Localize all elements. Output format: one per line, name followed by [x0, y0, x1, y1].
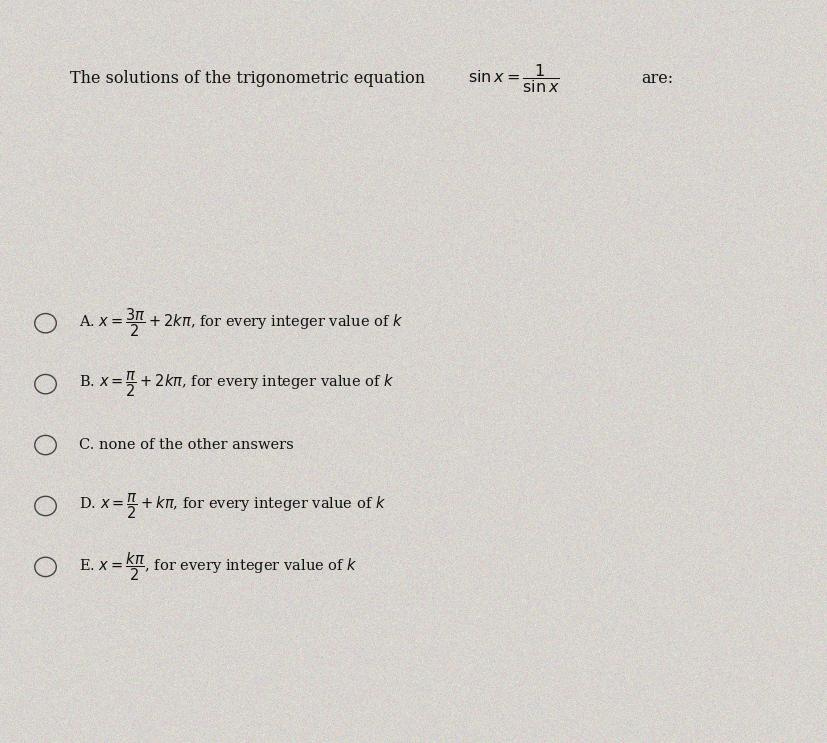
Text: A. $x = \dfrac{3\pi}{2} + 2k\pi$, for every integer value of $k$: A. $x = \dfrac{3\pi}{2} + 2k\pi$, for ev…: [79, 307, 402, 340]
Text: $\sin x = \dfrac{1}{\sin x}$: $\sin x = \dfrac{1}{\sin x}$: [467, 62, 559, 94]
Text: B. $x = \dfrac{\pi}{2} + 2k\pi$, for every integer value of $k$: B. $x = \dfrac{\pi}{2} + 2k\pi$, for eve…: [79, 369, 394, 399]
Text: D. $x = \dfrac{\pi}{2} + k\pi$, for every integer value of $k$: D. $x = \dfrac{\pi}{2} + k\pi$, for ever…: [79, 491, 385, 521]
Text: The solutions of the trigonometric equation: The solutions of the trigonometric equat…: [70, 70, 425, 86]
Text: E. $x = \dfrac{k\pi}{2}$, for every integer value of $k$: E. $x = \dfrac{k\pi}{2}$, for every inte…: [79, 551, 357, 583]
Text: are:: are:: [641, 70, 673, 86]
Text: C. none of the other answers: C. none of the other answers: [79, 438, 293, 452]
